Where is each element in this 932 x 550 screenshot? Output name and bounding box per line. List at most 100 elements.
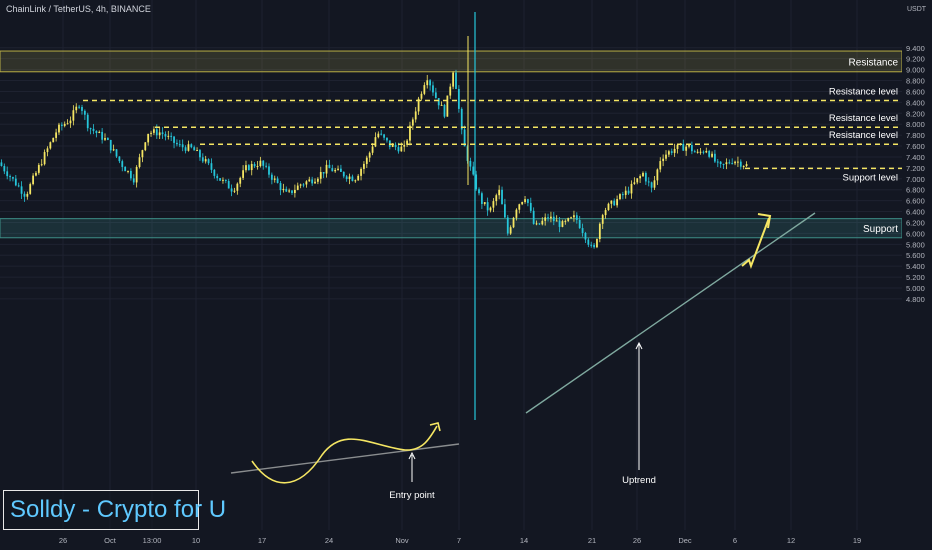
price-tick-label: 8.800	[906, 77, 925, 86]
candle-body	[688, 145, 690, 147]
candle-body	[130, 170, 132, 179]
candle-body	[199, 150, 201, 158]
candle-body	[420, 93, 423, 99]
candle-body	[429, 80, 431, 86]
candle-body	[455, 72, 457, 89]
candle-body	[598, 223, 601, 240]
candle-body	[37, 165, 40, 173]
candle-body	[178, 144, 181, 146]
candle-body	[532, 210, 535, 224]
candle-body	[527, 199, 529, 203]
candlesticks	[0, 12, 748, 420]
candle-body	[288, 190, 291, 192]
candle-body	[187, 144, 190, 151]
candle-body	[630, 183, 633, 194]
candle-body	[564, 220, 567, 222]
candle-body	[584, 232, 587, 240]
candle-body	[308, 179, 311, 182]
candle-body	[83, 110, 86, 115]
time-tick-label: 10	[192, 536, 200, 545]
price-tick-label: 6.400	[906, 208, 925, 217]
candle-body	[345, 176, 348, 180]
price-tick-label: 8.400	[906, 98, 925, 107]
price-tick-label: 6.600	[906, 197, 925, 206]
time-tick-label: Nov	[395, 536, 409, 545]
time-tick-label: 12	[787, 536, 795, 545]
candle-body	[109, 139, 112, 151]
candle-body	[104, 138, 106, 140]
candle-body	[360, 168, 362, 176]
price-tick-label: 8.200	[906, 109, 925, 118]
candle-body	[541, 220, 544, 225]
price-tick-label: 9.000	[906, 66, 925, 75]
candle-body	[742, 166, 745, 168]
candle-body	[386, 137, 388, 141]
resistance-zone-label: Resistance	[849, 57, 899, 68]
candle-body	[685, 146, 688, 151]
price-axis-bg	[902, 0, 932, 550]
price-tick-label: 6.800	[906, 186, 925, 195]
candle-body	[437, 98, 440, 106]
candle-body	[239, 177, 242, 184]
candle-body	[153, 129, 155, 133]
candle-body	[9, 176, 11, 178]
candle-body	[262, 160, 265, 166]
candle-body	[250, 164, 253, 171]
candle-body	[331, 168, 334, 172]
candle-body	[49, 142, 52, 149]
candle-body	[504, 204, 506, 218]
candle-body	[78, 106, 81, 108]
candle-body	[227, 180, 230, 189]
candle-body	[268, 166, 270, 175]
candle-body	[219, 178, 221, 181]
candle-body	[449, 86, 452, 96]
candle-body	[342, 171, 345, 177]
candle-body	[573, 215, 575, 218]
candle-body	[434, 92, 437, 99]
candle-body	[63, 123, 66, 126]
candle-body	[40, 164, 43, 166]
candle-body	[81, 107, 83, 111]
candle-body	[682, 143, 685, 151]
candle-body	[230, 188, 233, 192]
candle-body	[92, 128, 95, 131]
candle-body	[176, 142, 178, 145]
candle-body	[368, 152, 371, 158]
uptrend-pointer-head	[635, 341, 643, 350]
candle-body	[512, 217, 515, 228]
candle-body	[95, 130, 98, 133]
candle-body	[616, 199, 618, 206]
candle-body	[207, 159, 210, 164]
candle-body	[302, 184, 305, 186]
candle-body	[164, 134, 167, 137]
candle-body	[17, 185, 20, 187]
candle-body	[734, 161, 736, 164]
price-tick-label: 7.200	[906, 164, 925, 173]
candle-body	[351, 176, 354, 182]
time-tick-label: 21	[588, 536, 596, 545]
candle-body	[106, 138, 109, 140]
candle-body	[138, 157, 141, 167]
candle-body	[619, 194, 621, 200]
candle-body	[443, 104, 446, 117]
candle-body	[699, 151, 702, 153]
candle-body	[509, 227, 512, 234]
chart-drawings: Entry point Uptrend	[230, 212, 816, 501]
candle-body	[561, 221, 564, 227]
candle-body	[414, 111, 417, 120]
time-tick-label: Dec	[678, 536, 692, 545]
candle-body	[377, 133, 380, 138]
candle-body	[210, 163, 213, 170]
candle-body	[132, 178, 135, 183]
candle-body	[656, 169, 659, 181]
time-tick-label: 26	[633, 536, 641, 545]
candle-body	[409, 125, 411, 141]
candle-body	[135, 166, 138, 183]
candle-body	[403, 144, 406, 147]
candle-body	[6, 171, 9, 177]
candle-body	[391, 144, 394, 147]
candle-body	[52, 137, 55, 143]
candle-body	[601, 215, 604, 224]
candle-body	[662, 158, 665, 162]
